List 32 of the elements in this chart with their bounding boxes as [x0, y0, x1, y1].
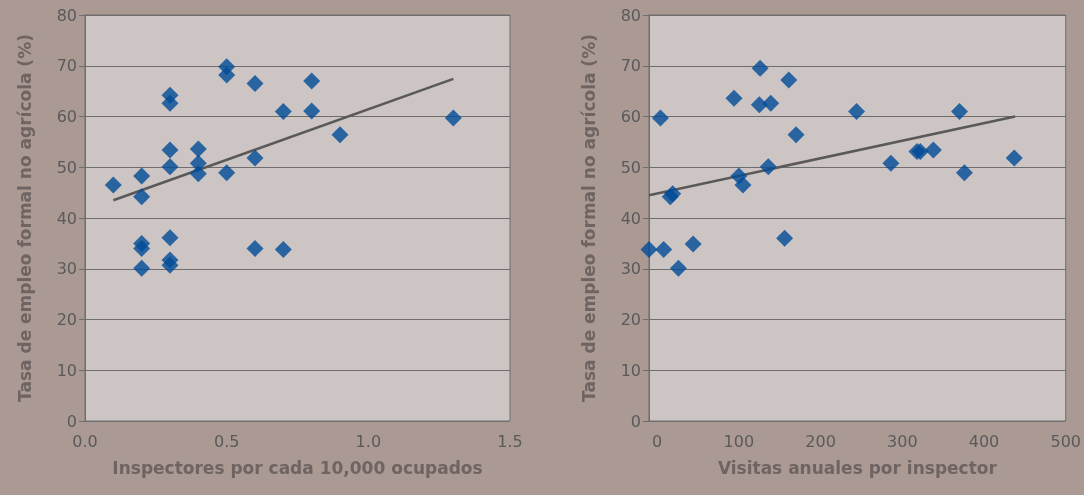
x-tick-label: 300	[887, 431, 918, 451]
x-tick-label: 200	[805, 431, 836, 451]
y-tick-label: 10	[56, 360, 77, 380]
y-tick-label: 80	[56, 5, 77, 25]
y-tick-label: 20	[56, 310, 77, 329]
y-tick-label: 0	[630, 411, 641, 431]
y-tick-label: 50	[56, 157, 77, 177]
x-tick-label: 100	[723, 431, 755, 451]
y-tick-label: 50	[620, 157, 641, 177]
y-axis-title: Tasa de empleo formal no agrícola (%)	[578, 34, 599, 402]
y-tick-label: 30	[620, 259, 641, 279]
y-tick-label: 0	[66, 411, 77, 431]
x-tick-label: 0.0	[72, 431, 98, 451]
y-tick-label: 40	[56, 208, 77, 228]
x-tick-label: 400	[968, 431, 1000, 451]
y-tick-label: 70	[56, 56, 77, 76]
x-tick-label: 1.0	[355, 431, 382, 451]
y-tick-label: 70	[620, 56, 641, 76]
x-tick-label: 0	[652, 431, 663, 451]
x-tick-label: 1.5	[497, 431, 523, 451]
y-tick-label: 10	[620, 360, 641, 380]
x-tick-label: 500	[1050, 431, 1081, 451]
y-tick-label: 80	[620, 5, 641, 25]
y-tick-label: 30	[56, 259, 77, 279]
x-axis-title: Visitas anuales por inspector	[717, 457, 998, 478]
y-tick-label: 20	[620, 310, 641, 329]
y-tick-label: 60	[56, 107, 77, 126]
y-axis-title: Tasa de empleo formal no agrícola (%)	[14, 34, 35, 402]
x-tick-label: 0.5	[213, 431, 240, 451]
y-tick-label: 40	[620, 208, 641, 228]
y-tick-label: 60	[620, 107, 641, 126]
x-axis-title: Inspectores por cada 10,000 ocupados	[112, 457, 483, 478]
